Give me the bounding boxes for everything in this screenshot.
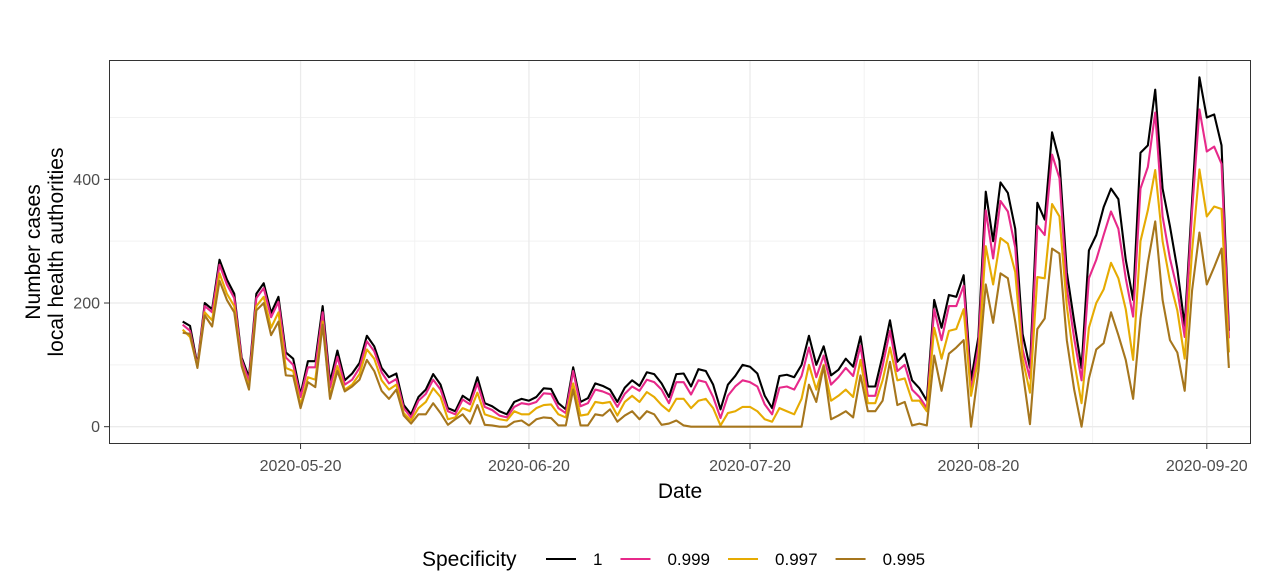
x-tick-label: 2020-06-20 [488,458,570,475]
y-axis-title-line-1: Number cases [22,184,45,319]
legend-label-0.995: 0.995 [883,550,926,569]
plot-panel-border [109,60,1251,444]
series-line-1 [182,76,1230,416]
plot-panel [109,60,1251,444]
legend-title: Specificity [422,548,517,571]
x-tick-label: 2020-05-20 [260,458,342,475]
legend-label-0.997: 0.997 [775,550,818,569]
legend: Specificity 1 0.999 0.997 0.995 [422,548,925,571]
x-axis-ticks: 2020-05-20 2020-06-20 2020-07-20 2020-08-20… [260,444,1248,475]
series-lines [181,76,1230,428]
y-tick-label: 200 [73,296,100,313]
major-gridlines [109,60,1251,444]
legend-label-0.999: 0.999 [667,550,710,569]
y-axis-title: Number cases local health authorities [22,148,68,357]
x-axis-title: Date [658,480,702,503]
y-axis-title-line-2: local health authorities [45,148,68,357]
series-line-0.995 [182,220,1230,428]
x-tick-label: 2020-08-20 [937,458,1019,475]
legend-label-1: 1 [593,550,602,569]
series-line-0.999 [182,108,1230,420]
x-tick-label: 2020-07-20 [709,458,791,475]
x-tick-label: 2020-09-20 [1166,458,1248,475]
series-line-0.997 [181,168,1230,427]
y-axis-ticks: 0 200 400 [73,172,109,436]
y-tick-label: 0 [91,419,100,436]
y-tick-label: 400 [73,172,100,189]
